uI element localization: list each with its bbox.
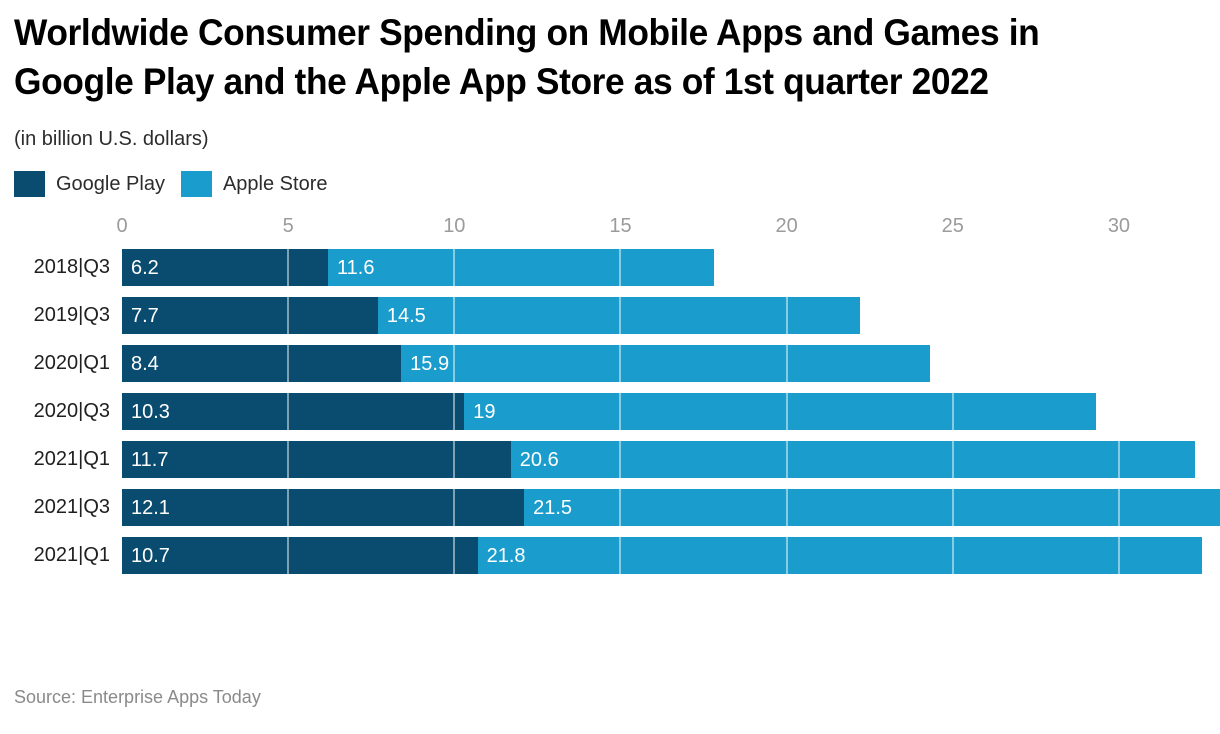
bar-track: 8.4 15.9 bbox=[122, 345, 1220, 383]
bar-row[interactable]: 2021|Q3 12.1 21.5 bbox=[0, 489, 1220, 527]
category-label: 2021|Q1 bbox=[33, 448, 110, 471]
bar-segment-google-play[interactable]: 10.7 bbox=[122, 537, 478, 575]
legend-swatch-icon bbox=[14, 171, 45, 198]
bar-row[interactable]: 2020|Q1 8.4 15.9 bbox=[0, 345, 1220, 383]
bar-track: 10.3 19 bbox=[122, 393, 1220, 431]
source-note: Source: Enterprise Apps Today bbox=[14, 687, 261, 707]
bar-value-label: 21.5 bbox=[533, 496, 573, 519]
bar-value-label: 20.6 bbox=[519, 448, 559, 471]
bar-segment-apple-store[interactable]: 20.6 bbox=[510, 441, 1196, 479]
x-axis-tick-label: 0 bbox=[116, 215, 128, 238]
bar-segment-apple-store[interactable]: 15.9 bbox=[401, 345, 930, 383]
bar-row[interactable]: 2021|Q1 10.7 21.8 bbox=[0, 537, 1220, 575]
bar-value-label: 15.9 bbox=[410, 352, 450, 375]
bar-track: 7.7 14.5 bbox=[122, 297, 1220, 335]
bar-value-label: 19 bbox=[473, 400, 496, 423]
bar-segment-apple-store[interactable]: 19 bbox=[464, 393, 1096, 431]
bar-value-label: 12.1 bbox=[131, 496, 170, 519]
bar-row[interactable]: 2020|Q3 10.3 19 bbox=[0, 393, 1220, 431]
bar-segment-google-play[interactable]: 11.7 bbox=[122, 441, 511, 479]
bar-value-label: 7.7 bbox=[131, 304, 159, 327]
bar-row[interactable]: 2021|Q1 11.7 20.6 bbox=[0, 441, 1220, 479]
chart-subtitle: (in billion U.S. dollars) bbox=[14, 128, 209, 151]
x-axis-tick-label: 20 bbox=[775, 215, 798, 238]
bar-value-label: 14.5 bbox=[386, 304, 426, 327]
x-axis-tick-label: 25 bbox=[941, 215, 964, 238]
bar-segment-google-play[interactable]: 6.2 bbox=[122, 249, 329, 287]
bar-track: 11.7 20.6 bbox=[122, 441, 1220, 479]
x-axis-tick-label: 15 bbox=[609, 215, 632, 238]
bar-track: 6.2 11.6 bbox=[122, 249, 1220, 287]
chart-legend: Google Play Apple Store bbox=[0, 171, 1220, 198]
bar-segment-google-play[interactable]: 8.4 bbox=[122, 345, 402, 383]
category-label: 2018|Q3 bbox=[33, 256, 110, 279]
legend-item-google-play[interactable]: Google Play bbox=[14, 171, 165, 198]
x-axis-tick-labels: 0 5 10 15 20 25 30 bbox=[0, 215, 1220, 241]
bar-value-label: 8.4 bbox=[131, 352, 159, 375]
bar-segment-apple-store[interactable]: 11.6 bbox=[328, 249, 714, 287]
bar-value-label: 11.6 bbox=[337, 256, 375, 279]
category-label: 2019|Q3 bbox=[33, 304, 110, 327]
bar-row[interactable]: 2018|Q3 6.2 11.6 bbox=[0, 249, 1220, 287]
legend-label: Google Play bbox=[56, 172, 165, 195]
legend-item-apple-store[interactable]: Apple Store bbox=[180, 171, 328, 198]
legend-label: Apple Store bbox=[222, 172, 328, 195]
bar-value-label: 11.7 bbox=[131, 448, 169, 471]
bar-value-label: 21.8 bbox=[486, 544, 526, 567]
bar-segment-google-play[interactable]: 7.7 bbox=[122, 297, 378, 335]
category-label: 2020|Q1 bbox=[33, 352, 110, 375]
bar-value-label: 6.2 bbox=[131, 256, 159, 279]
legend-swatch-icon bbox=[180, 171, 212, 198]
bar-value-label: 10.3 bbox=[131, 400, 170, 423]
bar-segment-apple-store[interactable]: 14.5 bbox=[377, 297, 860, 335]
bar-segment-google-play[interactable]: 12.1 bbox=[122, 489, 525, 527]
chart-plot-area: 0 5 10 15 20 25 30 2018|Q3 6.2 11.6 2019|Q3 7.7 14.… bbox=[0, 215, 1220, 595]
chart-header: Worldwide Consumer Spending on Mobile Ap… bbox=[0, 0, 1220, 151]
x-axis-tick-label: 30 bbox=[1107, 215, 1131, 238]
category-label: 2020|Q3 bbox=[33, 400, 110, 423]
category-label: 2021|Q1 bbox=[33, 544, 110, 567]
bar-track: 12.1 21.5 bbox=[122, 489, 1220, 527]
bar-row[interactable]: 2019|Q3 7.7 14.5 bbox=[0, 297, 1220, 335]
x-axis-tick-label: 10 bbox=[443, 215, 466, 238]
bar-segment-apple-store[interactable]: 21.5 bbox=[524, 489, 1220, 527]
bar-value-label: 10.7 bbox=[131, 544, 170, 567]
bar-track: 10.7 21.8 bbox=[122, 537, 1220, 575]
category-label: 2021|Q3 bbox=[33, 496, 110, 519]
bar-rows: 2018|Q3 6.2 11.6 2019|Q3 7.7 14.5 2020|Q1 8.4 15… bbox=[0, 249, 1220, 585]
bar-segment-google-play[interactable]: 10.3 bbox=[122, 393, 465, 431]
x-axis-tick-label: 5 bbox=[282, 215, 294, 238]
bar-segment-apple-store[interactable]: 21.8 bbox=[477, 537, 1203, 575]
page-title: Worldwide Consumer Spending on Mobile Ap… bbox=[14, 12, 1040, 103]
